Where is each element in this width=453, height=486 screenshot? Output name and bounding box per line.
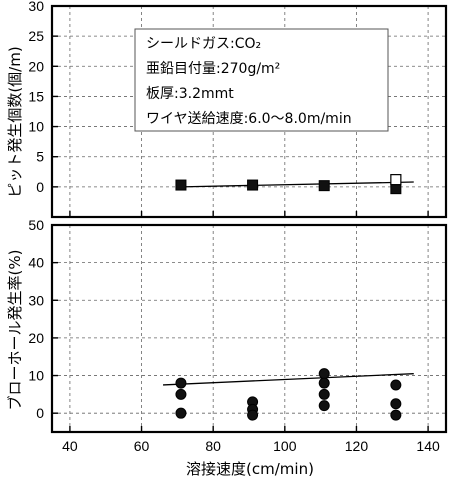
annotation-box: シールドガス:CO₂ 亜鉛目付量:270g/m² 板厚:3.2mmt ワイヤ送給… (134, 28, 389, 132)
fit-layer (163, 181, 414, 386)
x-tick-label: 40 (62, 438, 78, 454)
grid-layer (52, 5, 446, 432)
annotation-line: 板厚:3.2mmt (146, 86, 234, 102)
x-tick-label: 80 (205, 438, 221, 454)
annotation-line: ワイヤ送給速度:6.0〜8.0m/min (146, 111, 352, 127)
data-point-circle (318, 400, 330, 412)
data-point-circle (318, 388, 330, 400)
annotation-line: シールドガス:CO₂ (146, 36, 261, 52)
x-tick-label: 140 (416, 438, 440, 454)
y-axis-title-top: ピット発生個数(個/m) (6, 46, 24, 197)
data-point-circle (390, 398, 402, 410)
data-point-circle (175, 407, 187, 419)
data-point-circle (390, 409, 402, 421)
trend-line (180, 181, 414, 188)
data-point-square (175, 179, 187, 191)
y-tick-label: 10 (28, 119, 44, 135)
data-point-open-square (390, 174, 402, 186)
y-axis-title-bottom: ブローホール発生率(%) (6, 250, 24, 411)
data-point-circle (175, 388, 187, 400)
trend-line (163, 373, 414, 386)
y-tick-label: 30 (28, 0, 44, 14)
data-point-square (318, 180, 330, 192)
y-tick-label: 25 (28, 28, 44, 44)
x-tick-label: 60 (134, 438, 150, 454)
y-tick-label: 50 (28, 217, 44, 233)
y-tick-label: 15 (28, 88, 44, 104)
tick-layer: 0 5 10 15 20 25 30 0 10 20 30 40 50 40 60 80 100 120 140 (28, 0, 440, 454)
y-tick-label: 5 (36, 149, 44, 165)
data-point-circle (318, 377, 330, 389)
y-tick-label: 0 (36, 405, 44, 421)
y-tick-label: 10 (28, 368, 44, 384)
y-tick-label: 20 (28, 330, 44, 346)
data-point-circle (390, 379, 402, 391)
x-axis-title: 溶接速度(cm/min) (186, 460, 314, 478)
points-layer (175, 174, 402, 421)
data-point-circle (175, 377, 187, 389)
data-point-square (247, 179, 259, 191)
x-tick-label: 100 (273, 438, 297, 454)
y-tick-label: 40 (28, 255, 44, 271)
x-tick-label: 120 (345, 438, 369, 454)
frame-layer (50, 4, 448, 434)
annotation-line: 亜鉛目付量:270g/m² (146, 61, 280, 77)
data-point-circle (247, 409, 259, 421)
y-tick-label: 0 (36, 179, 44, 195)
plot-frame (50, 4, 448, 219)
y-tick-label: 20 (28, 58, 44, 74)
y-tick-label: 30 (28, 292, 44, 308)
data-point-circle (318, 368, 330, 380)
plot-frame (50, 223, 448, 434)
